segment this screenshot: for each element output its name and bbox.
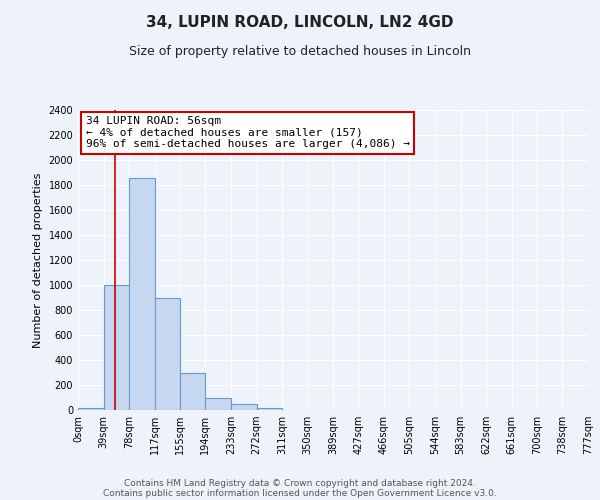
Text: 34 LUPIN ROAD: 56sqm
← 4% of detached houses are smaller (157)
96% of semi-detac: 34 LUPIN ROAD: 56sqm ← 4% of detached ho… — [86, 116, 410, 149]
Bar — [231, 404, 257, 410]
Text: Contains public sector information licensed under the Open Government Licence v3: Contains public sector information licen… — [103, 488, 497, 498]
Bar — [129, 178, 155, 410]
Bar — [205, 398, 231, 410]
Bar — [257, 408, 282, 410]
Bar — [155, 298, 181, 410]
Bar — [104, 285, 129, 410]
Bar — [78, 408, 104, 410]
Text: Contains HM Land Registry data © Crown copyright and database right 2024.: Contains HM Land Registry data © Crown c… — [124, 478, 476, 488]
Y-axis label: Number of detached properties: Number of detached properties — [33, 172, 43, 348]
Bar — [180, 372, 205, 410]
Text: 34, LUPIN ROAD, LINCOLN, LN2 4GD: 34, LUPIN ROAD, LINCOLN, LN2 4GD — [146, 15, 454, 30]
Text: Size of property relative to detached houses in Lincoln: Size of property relative to detached ho… — [129, 45, 471, 58]
